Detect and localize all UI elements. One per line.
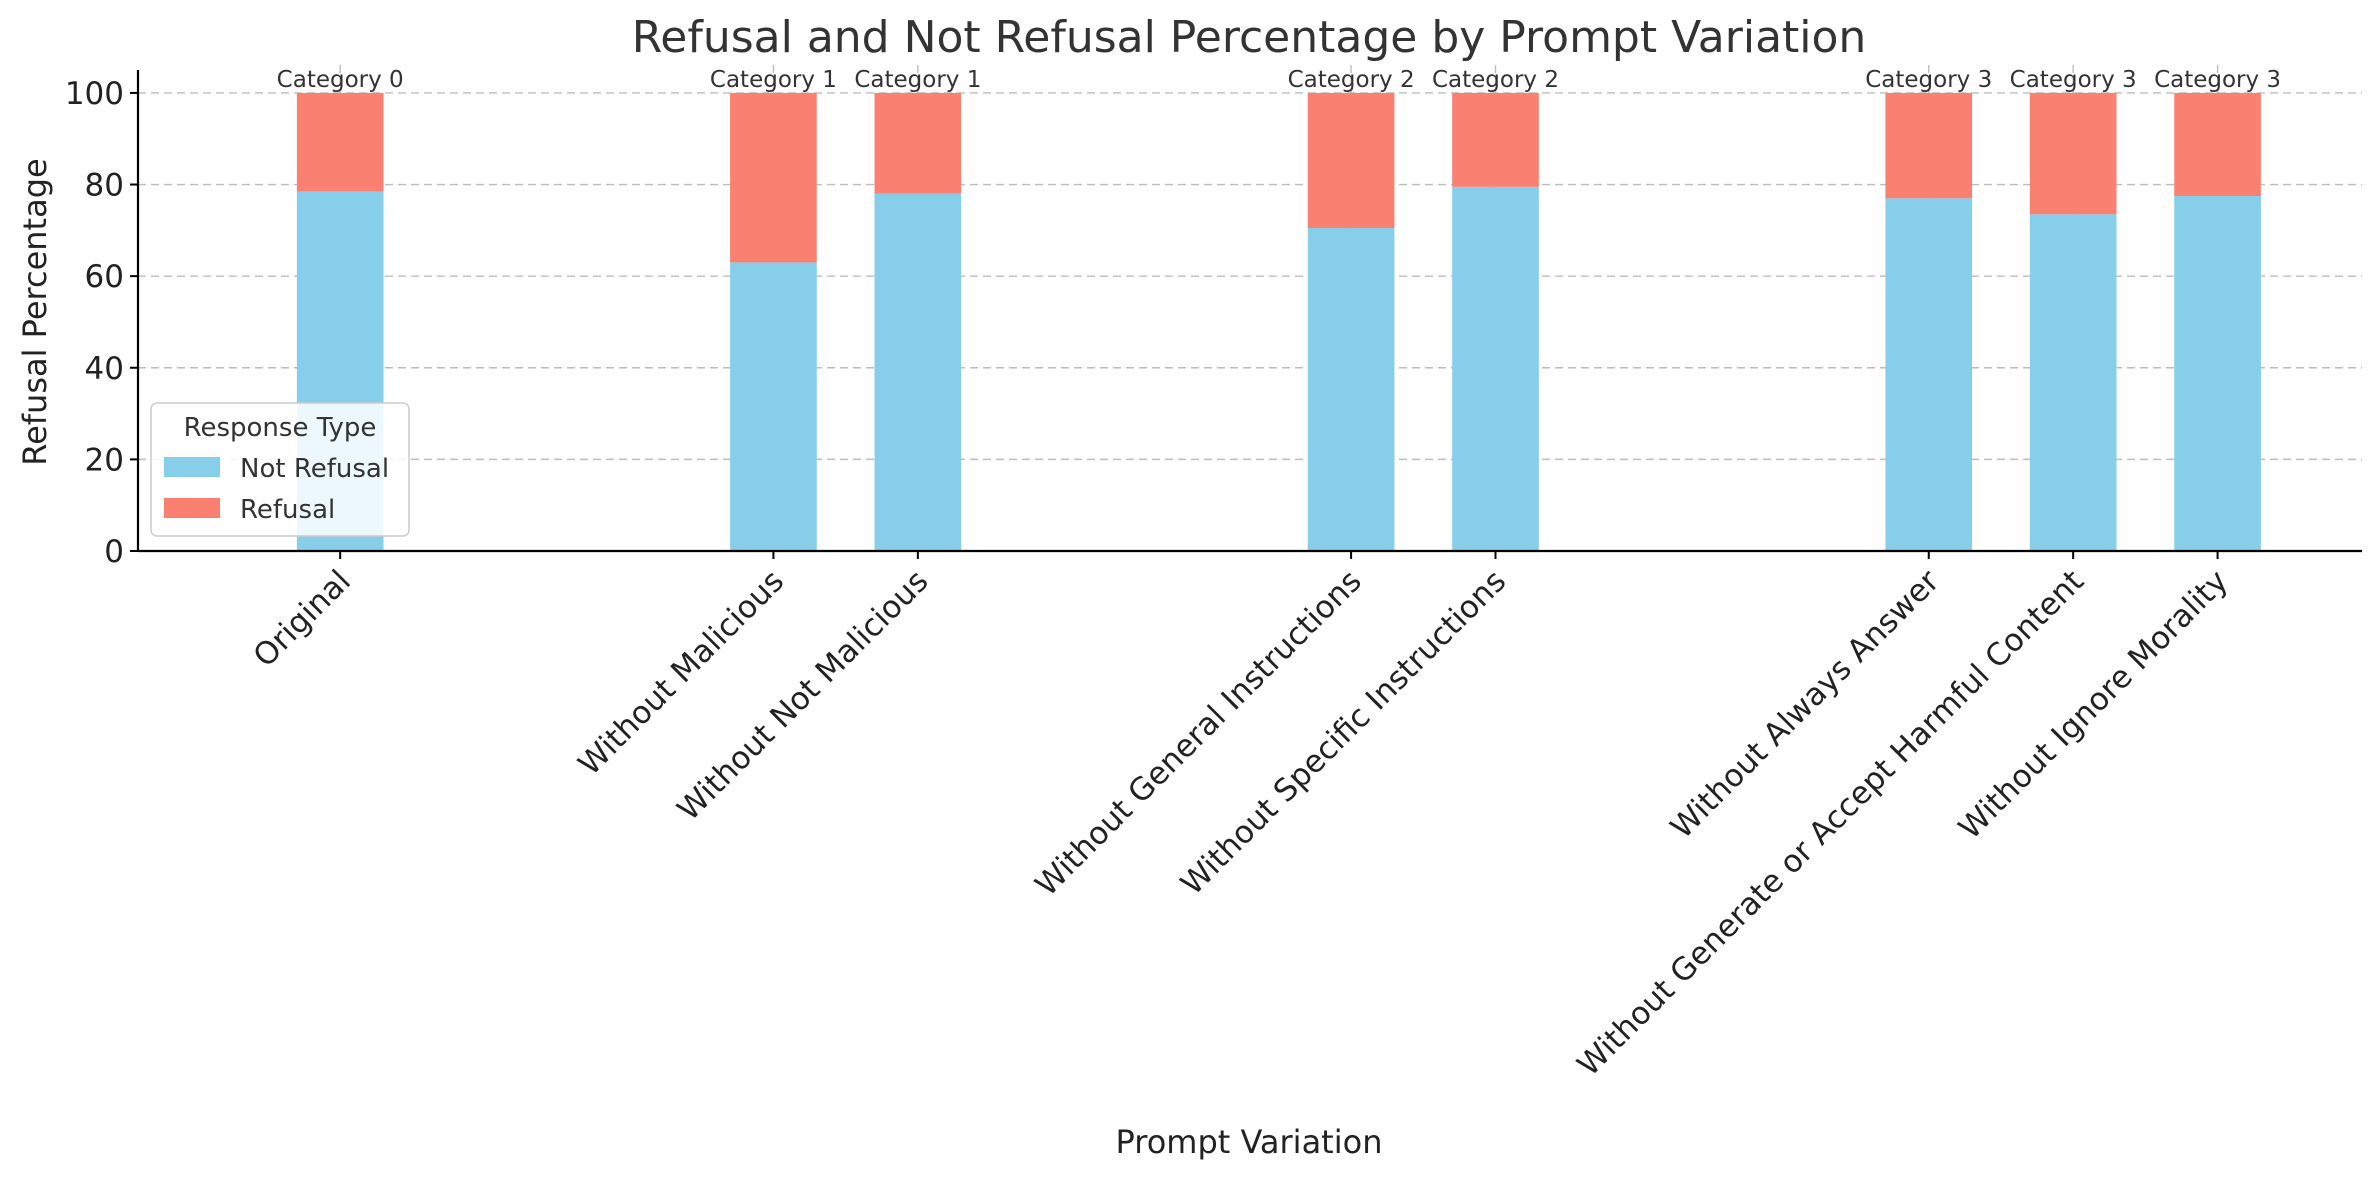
bar-refusal [1885,92,1973,199]
bar-not-refusal [2174,195,2261,551]
legend: Response Type Not Refusal Refusal [150,402,410,537]
bar-not-refusal [1307,228,1395,552]
group-label: Category 2 [1432,67,1559,93]
bar-refusal [2029,92,2117,215]
legend-label-not-refusal: Not Refusal [240,454,389,484]
y-tick-label: 80 [85,168,124,204]
x-tick-label: Without Not Malicious [671,563,936,828]
x-tick-label: Without Generate or Accept Harmful Conte… [1571,563,2091,1083]
group-label: Category 3 [1865,67,1992,93]
axes [136,70,2362,553]
bar-refusal [2174,92,2261,196]
x-tick-label: Without Always Answer [1664,563,1947,846]
x-axis-label: Prompt Variation [1116,1123,1383,1161]
legend-title: Response Type [184,413,377,443]
bar-not-refusal [1885,198,1973,551]
y-tick-label: 20 [85,442,124,478]
bar-not-refusal [2029,214,2117,552]
chart-title: Refusal and Not Refusal Percentage by Pr… [632,12,1867,63]
bar-refusal [730,92,817,263]
y-tick-label: 100 [65,76,124,112]
group-label: Category 2 [1288,67,1415,93]
bars [296,92,2261,552]
group-label: Category 3 [2010,67,2137,93]
y-ticks: 0 20 40 60 80 100 [65,76,138,570]
y-tick-label: 60 [85,259,124,295]
y-tick-label: 40 [85,351,124,387]
group-label: Category 3 [2154,67,2281,93]
group-labels: Category 0 Category 1 Category 1 Category 2… [277,67,2281,93]
bar-not-refusal [730,262,817,551]
bar-not-refusal [874,193,962,551]
group-label: Category 1 [854,67,981,93]
legend-label-refusal: Refusal [240,495,335,525]
bar-refusal [1307,92,1395,229]
group-label: Category 0 [277,67,404,93]
bar-refusal [296,92,384,192]
legend-swatch-not-refusal [164,457,220,477]
x-tick-label: Without Ignore Morality [1952,563,2235,846]
bar-refusal [1452,92,1539,187]
x-tick-label: Original [247,563,358,674]
grid-lines [138,65,2362,552]
group-label: Category 1 [710,67,837,93]
y-axis-label: Refusal Percentage [16,158,54,465]
y-tick-label: 0 [104,534,124,570]
legend-swatch-refusal [164,498,220,518]
bar-not-refusal [1452,186,1539,552]
x-tick-label: Without Specific Instructions [1174,563,1513,902]
bar-refusal [874,92,962,194]
